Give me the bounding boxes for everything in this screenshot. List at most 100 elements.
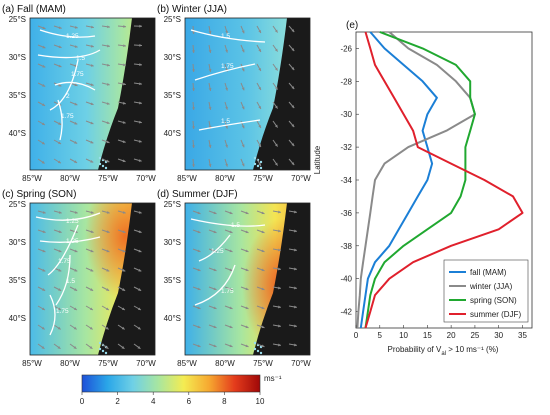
series-line-fall [359, 31, 438, 329]
x-tick-label: 25 [470, 331, 479, 340]
wind-vector-head [122, 140, 126, 143]
legend-entry: spring (SON) [470, 296, 517, 305]
map-panel-summer: 1.5 1.25 1.75 (d) Summer (DJF) 25°S 30°S 35°S 4… [155, 185, 315, 385]
contour-label: 1.75 [61, 113, 74, 120]
wind-vector-head [229, 287, 233, 291]
latitude-tick: 35°S [164, 276, 181, 285]
island [253, 341, 257, 345]
colorbar-tick-label: 4 [151, 397, 156, 406]
island [101, 349, 105, 353]
wind-vector-head [258, 29, 261, 33]
wind-vector-head [229, 249, 233, 253]
wind-vector-head [138, 249, 142, 253]
wind-vector-head [42, 45, 46, 49]
land-mask [98, 203, 155, 355]
wind-vector-head [294, 229, 297, 233]
latitude-tick: 30°S [9, 53, 26, 62]
legend-entry: fall (MAM) [470, 268, 507, 277]
wind-vector-head [294, 267, 297, 271]
latitude-tick: 30°S [164, 238, 181, 247]
island [104, 166, 108, 170]
x-tick-label: 5 [378, 331, 383, 340]
wind-vector-head [73, 345, 77, 349]
longitude-tick: 80°W [60, 174, 80, 183]
y-tick-label: -32 [340, 143, 352, 152]
latitude-tick: 40°S [164, 314, 181, 323]
island [98, 156, 102, 160]
wind-vector-head [42, 249, 46, 253]
y-tick-label: -42 [340, 308, 352, 317]
stability-contour [55, 254, 71, 306]
wind-vector-head [42, 210, 46, 214]
wind-vector-head [41, 307, 45, 310]
wind-vector-head [278, 305, 281, 309]
wind-vector-head [106, 268, 110, 272]
wind-vector-head [261, 230, 265, 234]
colorbar-tick-label: 6 [187, 397, 192, 406]
wind-vector-head [294, 324, 297, 328]
stability-contour [194, 63, 256, 81]
wind-vector-head [208, 87, 212, 91]
map-frame [184, 202, 311, 356]
wind-vector-head [122, 210, 126, 214]
series-line-winter [356, 31, 476, 329]
wind-vector-head [137, 307, 141, 310]
wind-vector-head [274, 48, 278, 52]
wind-vector-head [225, 125, 228, 129]
y-tick-label: -30 [340, 110, 352, 119]
wind-vector-head [192, 31, 195, 34]
island [259, 166, 263, 170]
wind-vector-head [106, 140, 110, 144]
wind-vector-head [278, 286, 281, 290]
contour-label: 1.25 [66, 33, 79, 40]
wind-vector-head [261, 268, 265, 272]
wind-vector-head [291, 124, 295, 128]
wind-vector-head [74, 160, 78, 163]
wind-vector-head [225, 87, 228, 91]
wind-vector-head [229, 268, 233, 272]
wind-vector-head [106, 121, 110, 125]
longitude-tick: 80°W [60, 359, 80, 368]
longitude-tick: 85°W [177, 174, 197, 183]
wind-vector-head [192, 145, 195, 148]
wind-vector-head [192, 164, 195, 167]
wind-vector-head [58, 64, 62, 68]
wind-vector-head [74, 83, 78, 87]
x-tick-label: 15 [423, 331, 432, 340]
x-axis-label: Probability of Val > 10 ms⁻¹ (%) [388, 345, 499, 357]
wind-vector-head [213, 211, 217, 215]
wind-vector-head [137, 345, 141, 349]
longitude-tick: 70°W [136, 359, 156, 368]
wind-vector-head [294, 210, 297, 214]
wind-vector-head [138, 288, 142, 291]
latitude-tick: 35°S [164, 91, 181, 100]
wind-vector-head [225, 163, 228, 167]
longitude-tick: 85°W [22, 359, 42, 368]
wind-vector-head [241, 68, 245, 72]
wind-vector-head [197, 325, 201, 329]
wind-vector-head [192, 69, 195, 72]
stability-contour [37, 49, 101, 59]
wind-vector-head [258, 124, 261, 128]
series-line-summer [364, 31, 524, 329]
wind-vector-head [291, 105, 295, 109]
wind-vector-head [58, 230, 62, 234]
wind-vector-head [274, 124, 278, 128]
wind-vector-head [58, 26, 62, 29]
latitude-tick: 40°S [164, 129, 181, 138]
wind-vector-head [107, 25, 110, 29]
stability-contour [190, 218, 266, 227]
profile-panel-label: (e) [346, 20, 358, 31]
wind-vector-head [229, 230, 233, 234]
wind-vector-head [139, 24, 142, 28]
stability-contour [57, 99, 63, 141]
wind-vector-head [58, 45, 62, 49]
wind-vector-head [241, 87, 245, 91]
wind-vector-head [90, 268, 94, 272]
wind-vector-head [57, 160, 61, 164]
wind-vector-head [278, 324, 281, 328]
wind-vector-head [105, 345, 109, 349]
wind-vector-head [261, 249, 265, 253]
wind-vector-head [261, 287, 265, 291]
wind-vector-head [58, 83, 62, 87]
